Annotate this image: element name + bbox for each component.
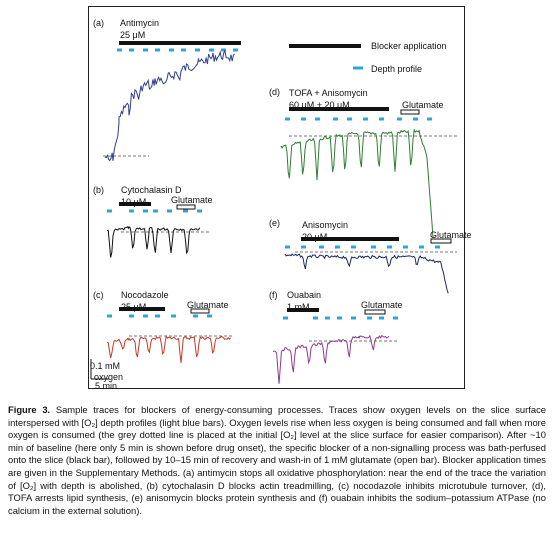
figure-panel: Blocker application Depth profile (a) An… bbox=[88, 6, 472, 391]
legend-depth-label: Depth profile bbox=[371, 64, 423, 74]
panel-f-letter: (f) bbox=[269, 290, 278, 300]
panel-a-conc: 25 μM bbox=[120, 30, 146, 40]
panel-b-letter: (b) bbox=[93, 185, 104, 195]
panel-d-glutamate-bar bbox=[400, 109, 420, 115]
panel-c-conc: 25 μM bbox=[121, 302, 147, 312]
panel-b-glutamate: Glutamate bbox=[171, 195, 213, 205]
panel-c-letter: (c) bbox=[93, 290, 104, 300]
panel-e-glutamate: Glutamate bbox=[430, 230, 472, 240]
panel-c-glutamate-bar bbox=[190, 308, 210, 314]
legend-blocker-label: Blocker application bbox=[371, 41, 447, 51]
panel-a-trace bbox=[104, 49, 235, 162]
panel-d-title: TOFA + Anisomycin bbox=[289, 88, 368, 98]
panel-b-conc: 10 μM bbox=[121, 197, 147, 207]
panel-a-letter: (a) bbox=[93, 18, 104, 28]
panel-d-trace bbox=[280, 128, 434, 238]
panel-d-letter: (d) bbox=[269, 87, 280, 97]
panel-c-trace bbox=[106, 335, 231, 363]
panel-e-title: Anisomycin bbox=[302, 220, 349, 230]
caption-text: Sample traces for blockers of energy-con… bbox=[8, 404, 546, 516]
caption-title: Figure 3. bbox=[8, 404, 51, 415]
panel-c-title: Nocodazole bbox=[121, 290, 169, 300]
panel-f-trace bbox=[272, 334, 390, 384]
panel-b-title: Cytochalasin D bbox=[121, 185, 182, 195]
panel-f-glutamate: Glutamate bbox=[361, 300, 403, 310]
panel-b-glutamate-bar bbox=[176, 204, 196, 210]
scalebar-vertical-label: 0.1 mM bbox=[90, 361, 121, 371]
figure-traces bbox=[90, 41, 459, 384]
panel-f-glutamate-bar bbox=[364, 309, 386, 315]
panel-f-title: Ouabain bbox=[287, 290, 322, 300]
panel-a-title: Antimycin bbox=[120, 18, 160, 28]
panel-f-conc: 1 mM bbox=[287, 302, 310, 312]
panel-c-glutamate: Glutamate bbox=[187, 300, 229, 310]
figure-caption: Figure 3. Sample traces for blockers of … bbox=[8, 404, 546, 517]
panel-d-conc: 60 μM + 20 μM bbox=[289, 100, 350, 110]
scalebar-unit-label: oxygen bbox=[94, 372, 124, 382]
panel-e-glutamate-bar bbox=[430, 238, 452, 244]
panel-d-glutamate: Glutamate bbox=[402, 100, 444, 110]
panel-e-conc: 20 μM bbox=[302, 232, 328, 242]
panel-e-letter: (e) bbox=[269, 218, 280, 228]
scalebar-time-label: 5 min bbox=[95, 381, 118, 391]
panel-e-trace bbox=[284, 253, 449, 294]
panel-b-trace bbox=[106, 225, 201, 258]
